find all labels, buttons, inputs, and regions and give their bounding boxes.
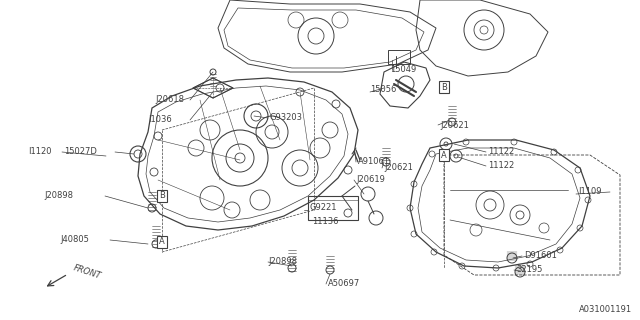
Text: I1036: I1036 (148, 116, 172, 124)
Text: A: A (159, 237, 165, 246)
Text: 11136: 11136 (312, 218, 339, 227)
Text: J20898: J20898 (44, 191, 73, 201)
Text: 32195: 32195 (516, 266, 542, 275)
Text: A91061: A91061 (358, 157, 390, 166)
Bar (388, 50, 410, 64)
Text: 11122: 11122 (488, 162, 515, 171)
Text: 11122: 11122 (488, 148, 515, 156)
Text: J20621: J20621 (440, 121, 469, 130)
Text: G9221: G9221 (310, 204, 337, 212)
Text: J20621: J20621 (384, 164, 413, 172)
Text: 15056: 15056 (370, 85, 396, 94)
Text: A031001191: A031001191 (579, 305, 632, 314)
Text: I1109: I1109 (578, 188, 602, 196)
Text: B: B (441, 83, 447, 92)
Text: I1120: I1120 (28, 148, 51, 156)
Text: B: B (159, 191, 165, 201)
Text: A: A (441, 150, 447, 159)
Text: 15049: 15049 (390, 66, 416, 75)
Text: J20619: J20619 (356, 175, 385, 185)
Bar (308, 196, 358, 220)
Text: G93203: G93203 (270, 114, 303, 123)
Text: J20618: J20618 (155, 95, 184, 105)
Text: A50697: A50697 (328, 279, 360, 289)
Text: 15027D: 15027D (64, 148, 97, 156)
Text: FRONT: FRONT (72, 263, 102, 281)
Text: J40805: J40805 (60, 236, 89, 244)
Text: D91601: D91601 (524, 252, 557, 260)
Text: J20898: J20898 (268, 258, 297, 267)
